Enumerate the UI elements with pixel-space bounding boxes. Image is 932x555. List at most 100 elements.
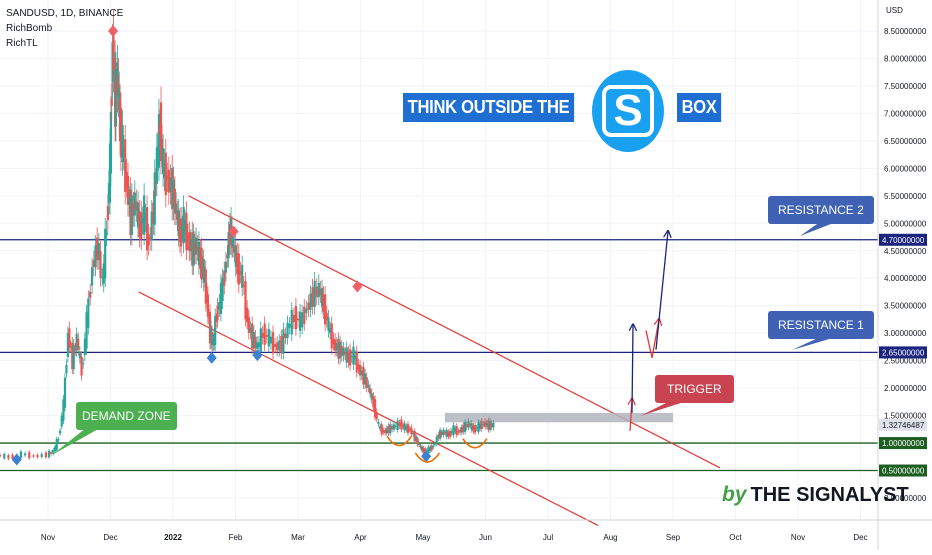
candle-body [246, 307, 249, 323]
candle-body [480, 421, 483, 430]
candle-body [345, 347, 348, 363]
level-tag-text: 4.70000000 [882, 236, 925, 245]
candle-body [252, 331, 255, 349]
candle-body [418, 444, 421, 446]
candle-body [110, 98, 113, 107]
x-tick-label: Feb [229, 533, 243, 542]
candle-body [125, 172, 128, 185]
rounded-bottom-arc [386, 436, 412, 447]
candle-body [278, 340, 281, 351]
candle-body [186, 234, 189, 240]
x-tick-label: Nov [41, 533, 55, 542]
candle-body [330, 323, 333, 349]
y-tick-label: 2.00000000 [884, 384, 927, 393]
target-2-arrow [655, 232, 668, 350]
indicator-richbomb[interactable]: RichBomb [6, 23, 53, 34]
resistance-1-callout: RESISTANCE 1 [768, 311, 874, 339]
candle-body [373, 399, 377, 418]
candle-body [101, 277, 104, 279]
candle-body [427, 446, 430, 454]
candle-body [183, 220, 187, 232]
indicator-richtl[interactable]: RichTL [6, 38, 38, 49]
candle-body [23, 453, 27, 456]
candle-body [415, 436, 418, 442]
candle-body [482, 423, 485, 425]
candle-body [77, 338, 80, 350]
rounded-bottom-arc [414, 452, 441, 463]
candle-body [378, 426, 382, 429]
resistance-1-pointer [792, 337, 836, 350]
candle-body [150, 211, 153, 241]
candle-body [320, 288, 324, 307]
candle-body [214, 315, 217, 346]
candle-body [192, 234, 195, 266]
candle-body [259, 328, 262, 352]
candle-body [370, 393, 373, 400]
candle-body [267, 329, 270, 347]
candle-body [197, 241, 201, 266]
candle-body [453, 428, 457, 432]
candle-body [215, 320, 218, 322]
candle-body [307, 302, 310, 310]
candle-body [83, 338, 86, 356]
candle-body [138, 211, 141, 238]
candle-body [325, 313, 328, 321]
candle-body [445, 430, 448, 437]
buy-diamond-marker [11, 453, 22, 466]
candle-body [104, 228, 107, 279]
rounded-bottom-arc [462, 438, 488, 449]
trigger-zone [444, 412, 673, 423]
candle-body [305, 308, 308, 314]
candle-body [323, 294, 327, 325]
candle-body [0, 455, 2, 457]
candle-body [180, 218, 183, 247]
candle-body [368, 388, 372, 394]
candle-body [141, 217, 144, 224]
candle-body [162, 148, 165, 174]
candle-body [437, 434, 440, 439]
current-price-tag: 1.32746487 [879, 418, 927, 431]
candle-body [185, 212, 188, 251]
candle-body [455, 426, 458, 436]
candle-body [164, 152, 167, 196]
candle-body [411, 432, 415, 435]
candle-body [94, 245, 97, 268]
buy-diamond-marker [421, 450, 432, 463]
candle-body [303, 306, 306, 324]
candle-body [130, 195, 133, 235]
candle-body [292, 314, 295, 323]
candle-body [175, 203, 178, 214]
candle-body [173, 188, 176, 214]
candle-body [109, 111, 113, 174]
candle-body [136, 202, 140, 228]
candle-body [232, 237, 235, 248]
candle-body [319, 289, 322, 295]
candle-body [145, 207, 149, 251]
candle-body [470, 423, 473, 430]
candle-body [327, 317, 330, 331]
candle-body [176, 212, 179, 220]
candle-body [195, 237, 198, 255]
candle-body [440, 431, 443, 435]
signalyst-brand: by THE SIGNALYST [722, 483, 909, 507]
candle-body [488, 420, 492, 430]
candle-body [135, 201, 138, 211]
candle-body [468, 423, 472, 426]
candle-body [438, 430, 442, 439]
resistance-2-pointer [800, 222, 836, 236]
candle-body [239, 270, 242, 275]
candle-body [166, 175, 169, 180]
candle-body [286, 322, 289, 339]
x-tick-label: Oct [729, 533, 742, 542]
candle-body [189, 239, 192, 252]
candle-body [463, 422, 467, 432]
candle-body [132, 203, 135, 216]
candle-body [342, 348, 345, 356]
candle-body [202, 259, 205, 283]
candle-body [96, 237, 99, 261]
candle-body [226, 254, 229, 259]
candle-body [126, 175, 130, 206]
candle-body [105, 231, 108, 236]
candle-body [423, 448, 427, 454]
